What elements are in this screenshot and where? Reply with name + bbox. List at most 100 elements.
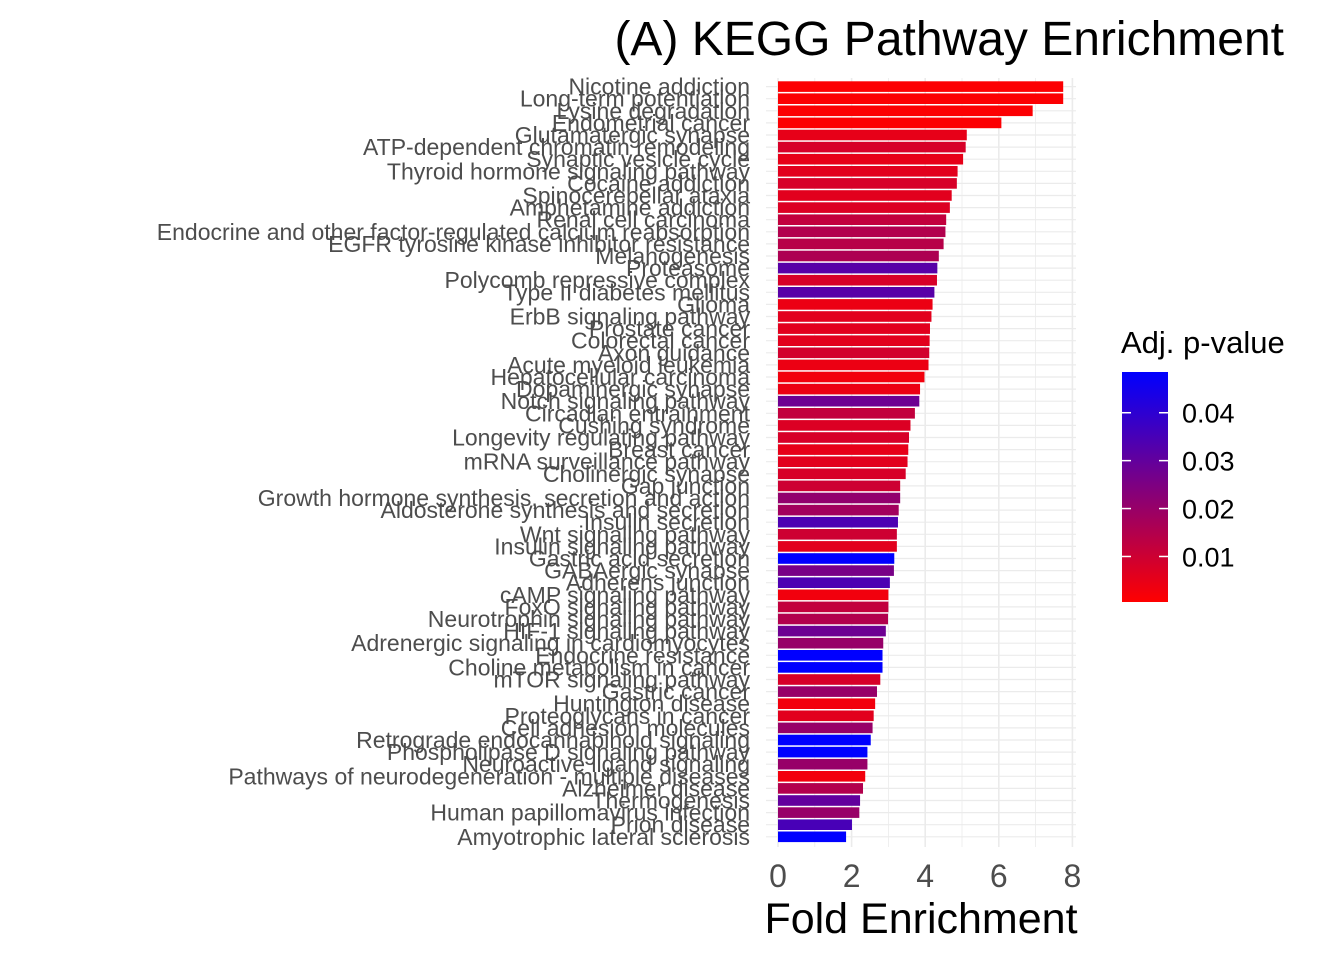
bar [778,831,847,843]
category-label: Amphetamine addiction [510,195,750,221]
bar [778,408,915,419]
category-label: Prostate cancer [589,316,750,342]
category-label: mRNA surveillance pathway [464,449,751,475]
category-label: Synaptic vesicle cycle [526,146,750,172]
category-label: Neurotrophin signaling pathway [428,606,751,632]
category-label: Cocaine addiction [567,170,750,196]
bar [778,347,930,359]
bars [778,81,1064,843]
bar [778,202,950,213]
bar [778,516,898,528]
bar [778,637,884,649]
bar [778,492,901,504]
category-label: Endocrine resistance [535,642,750,668]
category-label: Cholinergic synapse [543,461,750,487]
bar [778,262,938,274]
category-label: Neuroactive ligand signaling [462,751,750,777]
legend-colorbar [1122,372,1168,602]
category-label: Nicotine addiction [568,74,750,100]
bar [778,444,909,455]
bar [778,771,866,782]
category-label: Gastric acid secretion [529,546,750,572]
category-label: Insulin secretion [584,509,750,535]
category-label: Thyroid hormone signaling pathway [387,158,751,184]
category-label: Long-term potentiation [520,86,750,112]
category-label: Growth hormone synthesis, secretion and … [258,485,750,511]
bar [778,299,933,310]
category-label: Cushing syndrome [558,412,750,438]
bar [778,541,897,552]
category-label: Gap junction [621,473,750,499]
category-label: Endocrine and other factor-regulated cal… [157,219,750,245]
category-label: ErbB signaling pathway [510,304,751,330]
bar [778,819,852,830]
bar [778,178,957,189]
category-label: Adrenergic signaling in cardiomyocytes [351,630,750,656]
bar [778,589,889,601]
category-label: Aldosterone synthesis and secretion [381,497,751,523]
bar [778,395,920,407]
bar [778,323,930,334]
category-label: Prion disease [611,812,750,838]
bar [778,734,871,746]
category-label: Endometrial cancer [552,110,750,136]
category-label: Melanogenesis [595,243,750,269]
category-label: Amyotrophic lateral sclerosis [457,824,750,850]
bar [778,686,877,697]
bar [778,783,864,794]
category-label: Cell adhesion molecules [501,715,750,741]
category-label: Longevity regulating pathway [452,425,750,451]
category-label: cAMP signaling pathway [500,582,751,608]
category-label: Type II diabetes mellitus [503,279,750,305]
legend-tick-label: 0.04 [1182,399,1235,429]
bar [778,153,964,165]
bar [778,274,937,286]
bar [778,420,911,431]
legend-ticks: 0.01 0.02 0.03 0.04 [1122,399,1235,572]
bar [778,468,906,480]
category-label: Circadian entrainment [525,400,751,426]
bar [778,190,952,201]
category-label: Notch signaling pathway [501,388,751,414]
bar [778,287,935,298]
category-label: Phospholipase D signaling pathway [387,739,751,765]
category-label: Retrograde endocannabinoid signaling [356,727,750,753]
category-label: GABAergic synapse [544,558,750,584]
category-label: Insulin signaling pathway [494,533,750,559]
category-label: Polycomb repressive complex [444,267,750,293]
bar [778,807,860,818]
bar [778,698,876,709]
bar [778,577,890,588]
category-label: Alzheimer disease [562,775,750,801]
bar [778,662,883,673]
category-label: Wnt signaling pathway [520,521,751,547]
category-label: Lysine degradation [556,98,750,124]
bar [778,529,897,540]
bar [778,141,966,153]
bar [778,746,868,758]
bar [778,674,881,685]
x-tick-label: 4 [916,858,934,894]
category-label: Acute myeloid leukemia [507,352,750,378]
category-label: Spinocerebellar ataxia [522,183,750,209]
bar [778,383,921,395]
x-tick-label: 2 [843,858,861,894]
category-label: FoxO signaling pathway [505,594,751,620]
category-label: Huntington disease [553,691,750,717]
bar [778,553,895,564]
x-tick-label: 8 [1064,858,1082,894]
bar [778,335,930,346]
bar [778,795,861,806]
category-label: Proteasome [626,255,750,281]
bar [778,81,1064,92]
category-label: Adherens junction [566,570,750,596]
category-label: Dopaminergic synapse [516,376,750,402]
bar [778,722,873,734]
bar [778,238,944,250]
bar [778,129,967,141]
category-label: Glutamatergic synapse [515,122,750,148]
bar [778,613,889,625]
bar [778,371,925,383]
bar [778,226,946,238]
